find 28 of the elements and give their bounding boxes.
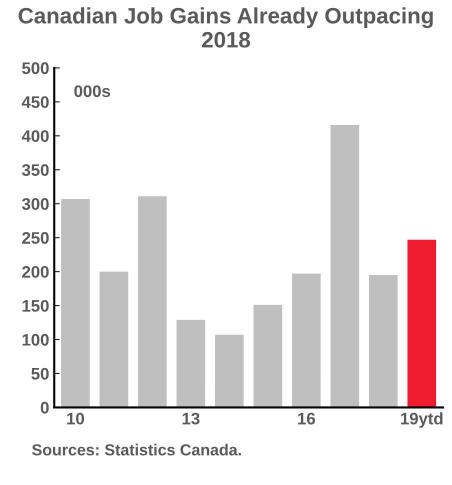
- bar: [290, 272, 322, 408]
- y-axis-title: 000s: [74, 85, 110, 98]
- x-tick-label: 13: [182, 412, 200, 425]
- y-tick-label: 350: [22, 164, 49, 176]
- y-tick-label: 250: [22, 232, 49, 244]
- x-tick-label: 10: [67, 412, 84, 425]
- y-tick-label: 200: [22, 266, 49, 278]
- y-tick-label: 100: [22, 334, 49, 346]
- y-tick-label: 300: [22, 198, 49, 210]
- bar: [98, 270, 130, 408]
- bar: [136, 194, 168, 408]
- chart-title: Canadian Job Gains Already Outpacing 2018: [18, 7, 433, 48]
- bar: [329, 124, 361, 408]
- y-tick-label: 0: [40, 402, 49, 414]
- bar: [60, 198, 92, 408]
- bar: [406, 238, 438, 408]
- x-tick-label: 16: [298, 412, 315, 425]
- bar: [252, 303, 284, 408]
- source-note: Sources: Statistics Canada.: [32, 444, 241, 456]
- bar: [214, 333, 246, 408]
- x-tick-label: 19ytd: [401, 412, 442, 428]
- bar: [368, 274, 400, 408]
- y-tick-label: 450: [22, 96, 49, 108]
- y-tick-label: 400: [22, 130, 49, 142]
- y-tick-label: 50: [31, 368, 49, 380]
- bar: [175, 318, 207, 408]
- y-tick-label: 150: [22, 300, 49, 312]
- y-tick-label: 500: [22, 62, 49, 74]
